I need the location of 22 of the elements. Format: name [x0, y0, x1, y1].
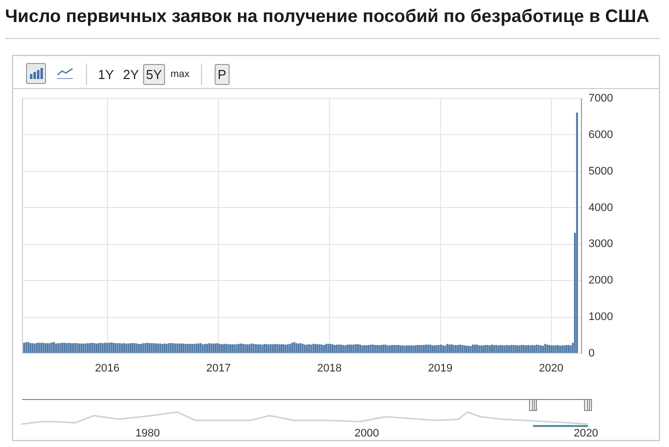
- y-tick-label: 6000: [588, 128, 613, 141]
- x-tick-label: 2017: [206, 362, 231, 374]
- x-tick-label: 2020: [574, 428, 598, 440]
- x-tick-label: 2019: [428, 362, 452, 374]
- y-tick-label: 4000: [588, 202, 613, 214]
- text: max: [170, 68, 190, 82]
- y-tick-label: 0: [588, 348, 595, 360]
- chart-title: Число первичных заявок на получение пособий по безработице в США: [5, 6, 650, 27]
- x-tick-label: 2020: [538, 362, 564, 374]
- x-tick-label: 1980: [135, 428, 160, 440]
- text: 1Y: [98, 66, 114, 82]
- text: 5Y: [143, 64, 165, 84]
- text: P: [214, 64, 230, 84]
- y-tick-label: 1000: [588, 311, 613, 324]
- y-tick-label: 5000: [588, 165, 613, 178]
- y-tick-label: 7000: [588, 92, 613, 104]
- text: 2Y: [123, 66, 139, 82]
- y-tick-label: 3000: [588, 238, 613, 250]
- x-tick-label: 2018: [317, 362, 342, 374]
- x-tick-label: 2016: [95, 362, 120, 374]
- x-tick-label: 2000: [354, 428, 380, 440]
- y-tick-label: 2000: [588, 274, 613, 287]
